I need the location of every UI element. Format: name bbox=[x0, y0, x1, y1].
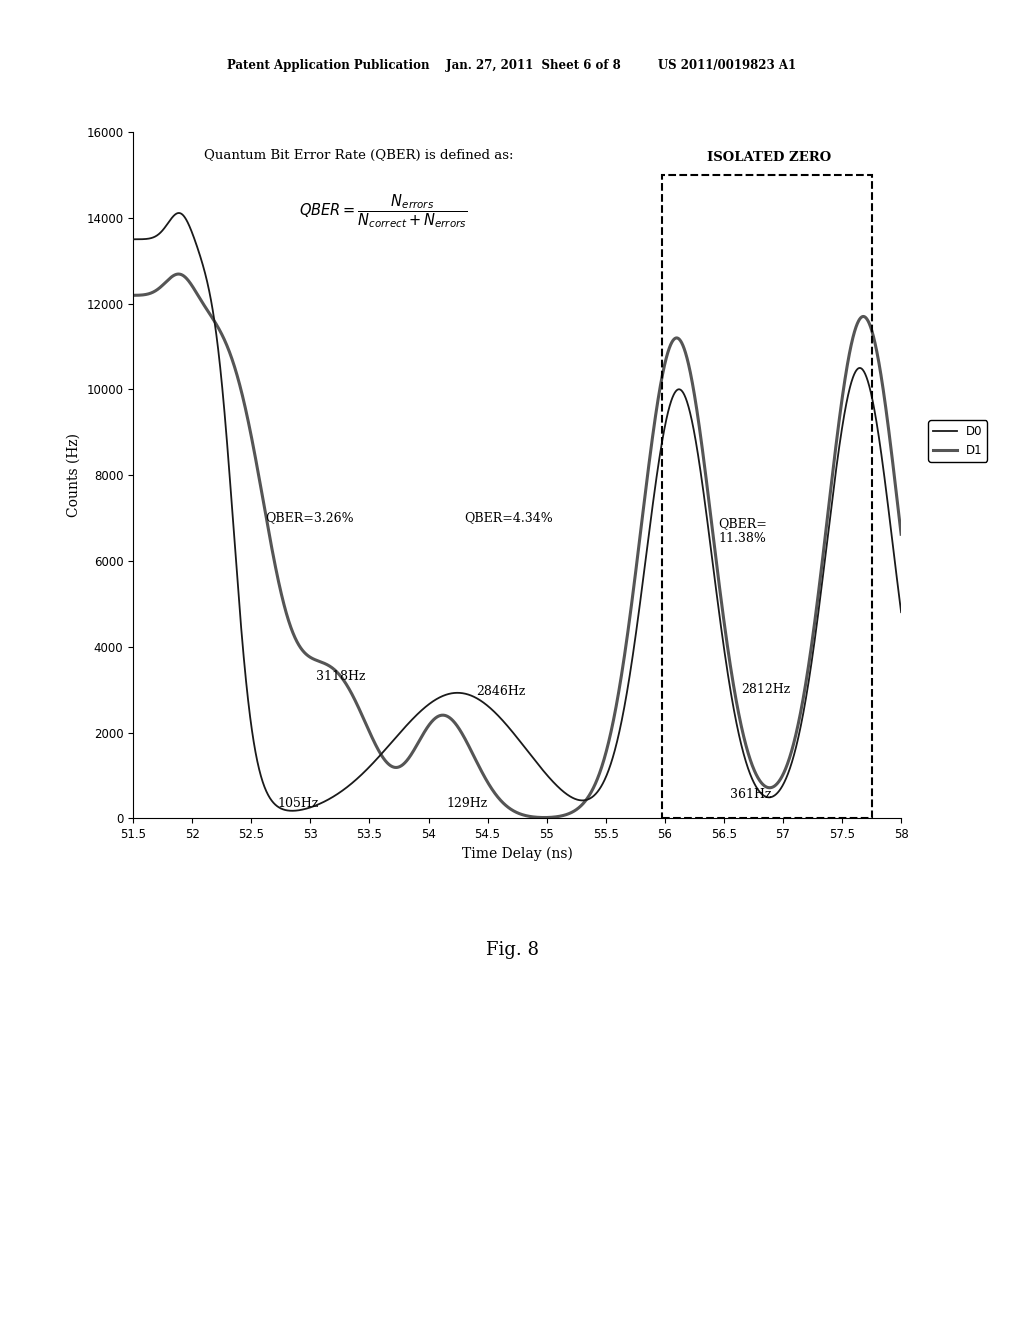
Text: 105Hz: 105Hz bbox=[278, 797, 318, 810]
D1 bbox=[798, 686, 810, 702]
D1 bbox=[881, 405, 893, 421]
Line: D1: D1 bbox=[133, 275, 901, 817]
D0 bbox=[127, 231, 139, 247]
Line: D0: D0 bbox=[133, 213, 901, 810]
D1 bbox=[172, 267, 184, 282]
D0 bbox=[798, 702, 810, 718]
Text: 3118Hz: 3118Hz bbox=[316, 671, 366, 684]
D0 bbox=[895, 605, 907, 620]
Text: ISOLATED ZERO: ISOLATED ZERO bbox=[707, 152, 830, 164]
Text: QBER=3.26%: QBER=3.26% bbox=[265, 512, 354, 524]
X-axis label: Time Delay (ns): Time Delay (ns) bbox=[462, 846, 572, 861]
D1 bbox=[260, 511, 272, 527]
D1 bbox=[455, 725, 467, 741]
Text: 2812Hz: 2812Hz bbox=[741, 684, 791, 696]
Y-axis label: Counts (Hz): Counts (Hz) bbox=[67, 433, 81, 517]
D0 bbox=[173, 205, 185, 220]
D0 bbox=[286, 803, 298, 818]
D0 bbox=[456, 685, 468, 701]
Bar bbox=[663, 176, 871, 818]
D0 bbox=[260, 784, 272, 800]
D1 bbox=[539, 809, 551, 825]
Text: $QBER = \dfrac{N_{errors}}{N_{correct} + N_{errors}}$: $QBER = \dfrac{N_{errors}}{N_{correct} +… bbox=[299, 191, 467, 230]
D0 bbox=[215, 367, 227, 383]
D1 bbox=[422, 719, 434, 735]
D1 bbox=[127, 288, 139, 304]
Text: 129Hz: 129Hz bbox=[446, 797, 487, 810]
Text: Quantum Bit Error Rate (QBER) is defined as:: Quantum Bit Error Rate (QBER) is defined… bbox=[204, 149, 513, 162]
D0 bbox=[422, 697, 434, 713]
D1 bbox=[215, 325, 227, 341]
D0 bbox=[881, 486, 893, 502]
Text: Fig. 8: Fig. 8 bbox=[485, 941, 539, 960]
Legend: D0, D1: D0, D1 bbox=[928, 420, 987, 462]
Text: QBER=
11.38%: QBER= 11.38% bbox=[718, 517, 767, 545]
Text: 361Hz: 361Hz bbox=[730, 788, 771, 801]
D1 bbox=[895, 527, 907, 543]
Text: 2846Hz: 2846Hz bbox=[476, 685, 525, 698]
Text: QBER=4.34%: QBER=4.34% bbox=[464, 512, 553, 524]
Text: Patent Application Publication    Jan. 27, 2011  Sheet 6 of 8         US 2011/00: Patent Application Publication Jan. 27, … bbox=[227, 59, 797, 73]
